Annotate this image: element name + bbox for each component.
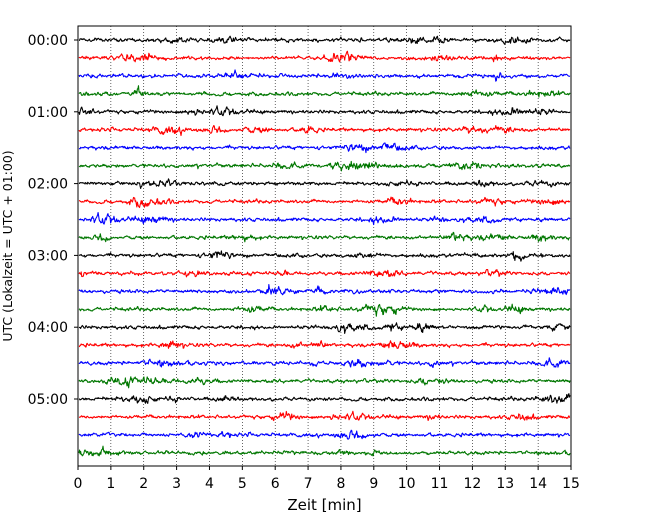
- seismic-traces: [78, 35, 571, 457]
- trace-0500: [78, 393, 571, 404]
- trace-0330: [78, 284, 571, 296]
- trace-0445: [78, 376, 571, 389]
- x-tick-label: 5: [238, 476, 247, 492]
- trace-0545: [78, 445, 571, 457]
- trace-0315: [78, 268, 571, 278]
- y-axis-title: UTC (Lokalzeit = UTC + 01:00): [0, 150, 15, 341]
- trace-0000: [78, 35, 571, 45]
- x-tick-label: 11: [431, 476, 449, 492]
- trace-0145: [78, 160, 571, 172]
- trace-0030: [78, 69, 571, 82]
- grid-lines: [110, 26, 539, 466]
- x-tick-label: 6: [271, 476, 280, 492]
- trace-0115: [78, 125, 571, 137]
- x-tick-label: 3: [172, 476, 181, 492]
- x-tick-label: 0: [74, 476, 83, 492]
- trace-0100: [78, 105, 571, 117]
- trace-0430: [78, 357, 571, 368]
- x-tick-label: 9: [369, 476, 378, 492]
- trace-0345: [78, 303, 571, 317]
- x-tick-label: 12: [463, 476, 481, 492]
- trace-0045: [78, 85, 571, 98]
- y-tick-label: 04:00: [28, 320, 68, 336]
- x-tick-label: 8: [336, 476, 345, 492]
- x-tick-label: 1: [106, 476, 115, 492]
- y-tick-label: 01:00: [28, 105, 68, 121]
- x-tick-label: 14: [529, 476, 547, 492]
- x-tick-label: 4: [205, 476, 214, 492]
- trace-0015: [78, 50, 571, 63]
- y-tick-label: 03:00: [28, 248, 68, 264]
- trace-0230: [78, 211, 571, 226]
- x-axis-title: Zeit [min]: [287, 496, 361, 514]
- x-tick-label: 13: [496, 476, 514, 492]
- trace-0200: [78, 178, 571, 189]
- trace-0130: [78, 142, 571, 154]
- trace-0300: [78, 250, 571, 262]
- trace-0515: [78, 410, 571, 422]
- trace-0245: [78, 231, 571, 243]
- trace-0415: [78, 340, 571, 349]
- x-axis-ticks: 0 1 2 3 4 5 6 7 8 9 10 11 12 13 14 15: [74, 466, 580, 492]
- x-tick-label: 7: [304, 476, 313, 492]
- trace-0530: [78, 429, 571, 440]
- x-tick-label: 15: [562, 476, 580, 492]
- y-axis-ticks: 00:00 01:00 02:00 03:00 04:00 05:00: [28, 33, 78, 408]
- plot-frame: [77, 25, 572, 467]
- y-tick-label: 00:00: [28, 33, 68, 49]
- trace-0215: [78, 196, 571, 209]
- x-tick-label: 2: [139, 476, 148, 492]
- trace-0400: [78, 322, 571, 334]
- y-tick-label: 02:00: [28, 177, 68, 193]
- x-tick-label: 10: [398, 476, 416, 492]
- y-tick-label: 05:00: [28, 392, 68, 408]
